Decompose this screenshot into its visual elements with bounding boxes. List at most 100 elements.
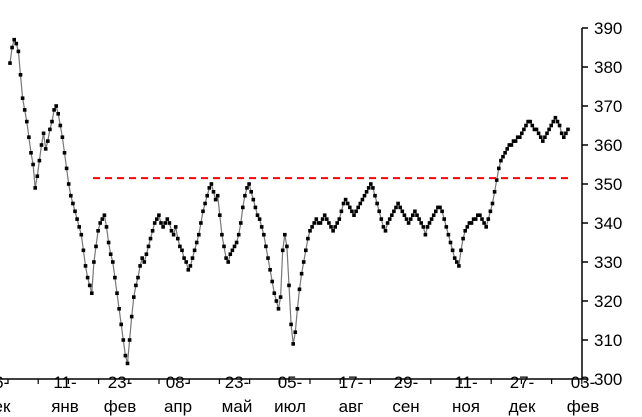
data-point: [43, 147, 48, 151]
data-point: [190, 256, 195, 260]
data-point: [234, 240, 239, 245]
data-point: [266, 256, 270, 260]
data-point: [423, 232, 428, 237]
data-point: [52, 108, 56, 112]
data-point: [289, 322, 293, 327]
data-point: [322, 213, 327, 217]
data-point: [501, 154, 505, 159]
data-point: [518, 135, 522, 139]
data-point: [505, 147, 509, 151]
data-point: [280, 248, 285, 253]
data-point: [404, 217, 409, 221]
data-point: [54, 104, 58, 108]
data-point: [369, 182, 373, 186]
data-point: [488, 209, 493, 214]
data-point: [192, 248, 197, 253]
data-point: [417, 217, 421, 221]
data-point: [310, 225, 314, 229]
x-tick-day: 27-: [510, 373, 535, 392]
data-point: [438, 205, 442, 210]
data-point: [104, 225, 109, 229]
data-point: [562, 135, 566, 139]
data-point: [341, 201, 346, 206]
data-point: [106, 240, 111, 245]
data-point: [75, 217, 79, 221]
data-point: [291, 342, 295, 346]
data-point: [283, 232, 287, 237]
data-point: [211, 190, 216, 194]
y-tick-label: 370: [594, 97, 622, 116]
data-point: [444, 225, 449, 229]
data-point: [12, 37, 16, 42]
data-point: [125, 361, 130, 366]
data-point: [255, 213, 260, 217]
data-point: [94, 244, 98, 249]
x-tick-day: 23-: [225, 373, 250, 392]
data-point: [352, 213, 356, 217]
data-point: [243, 193, 247, 198]
data-point: [77, 225, 81, 229]
x-tick-month: янв: [51, 397, 79, 416]
data-point: [480, 217, 484, 221]
data-point: [553, 115, 558, 120]
data-point: [176, 236, 180, 241]
data-point: [163, 221, 167, 225]
x-tick-month: дек: [0, 397, 11, 416]
data-point: [396, 201, 400, 206]
data-point: [350, 209, 354, 214]
data-point: [325, 217, 329, 221]
data-point: [304, 248, 308, 253]
data-point: [146, 244, 151, 249]
data-point: [8, 61, 12, 65]
plot-area: [8, 37, 570, 366]
data-point: [419, 221, 423, 225]
y-tick-label: 390: [594, 19, 622, 38]
y-tick-label: 320: [594, 292, 622, 311]
data-point: [257, 217, 262, 221]
data-point: [197, 232, 201, 237]
y-tick-label: 300: [594, 370, 622, 389]
y-tick-label: 310: [594, 331, 622, 350]
data-point: [144, 252, 149, 256]
x-axis: 26- дек 11- янв 23- фев 08- апр 23- май 05- июл 17- а…: [0, 373, 599, 416]
data-point: [150, 229, 155, 233]
data-point: [278, 295, 283, 299]
data-point: [541, 139, 545, 143]
data-point: [29, 151, 33, 155]
data-point: [220, 232, 224, 237]
data-point: [207, 186, 212, 190]
data-point: [201, 209, 205, 214]
x-ticks: 26- дек 11- янв 23- фев 08- апр 23- май 05- июл 17- а…: [0, 373, 599, 416]
data-point: [446, 232, 451, 237]
data-point: [66, 182, 71, 186]
x-tick-month: июл: [274, 397, 306, 416]
data-point: [186, 268, 191, 272]
data-point: [348, 205, 352, 210]
data-point: [90, 291, 94, 295]
price-series: [8, 37, 570, 366]
data-point: [360, 197, 365, 202]
data-point: [173, 225, 178, 229]
data-point: [253, 205, 258, 210]
data-point: [337, 217, 342, 221]
data-point: [165, 217, 170, 221]
data-point: [312, 221, 316, 225]
data-point: [230, 248, 235, 253]
data-point: [375, 201, 379, 206]
data-point: [188, 264, 193, 268]
series-line: [9, 38, 569, 364]
data-point: [427, 221, 432, 225]
data-point: [486, 217, 491, 221]
data-point: [473, 217, 478, 221]
data-point: [530, 123, 535, 128]
data-point: [383, 229, 388, 233]
data-point: [442, 217, 446, 221]
data-point: [461, 236, 465, 241]
x-tick-month: ноя: [452, 397, 480, 416]
x-tick-month: апр: [164, 397, 192, 416]
data-point: [509, 143, 514, 147]
data-point: [203, 201, 207, 206]
y-tick-label: 360: [594, 136, 622, 155]
data-point: [494, 178, 499, 182]
data-point: [222, 244, 226, 249]
